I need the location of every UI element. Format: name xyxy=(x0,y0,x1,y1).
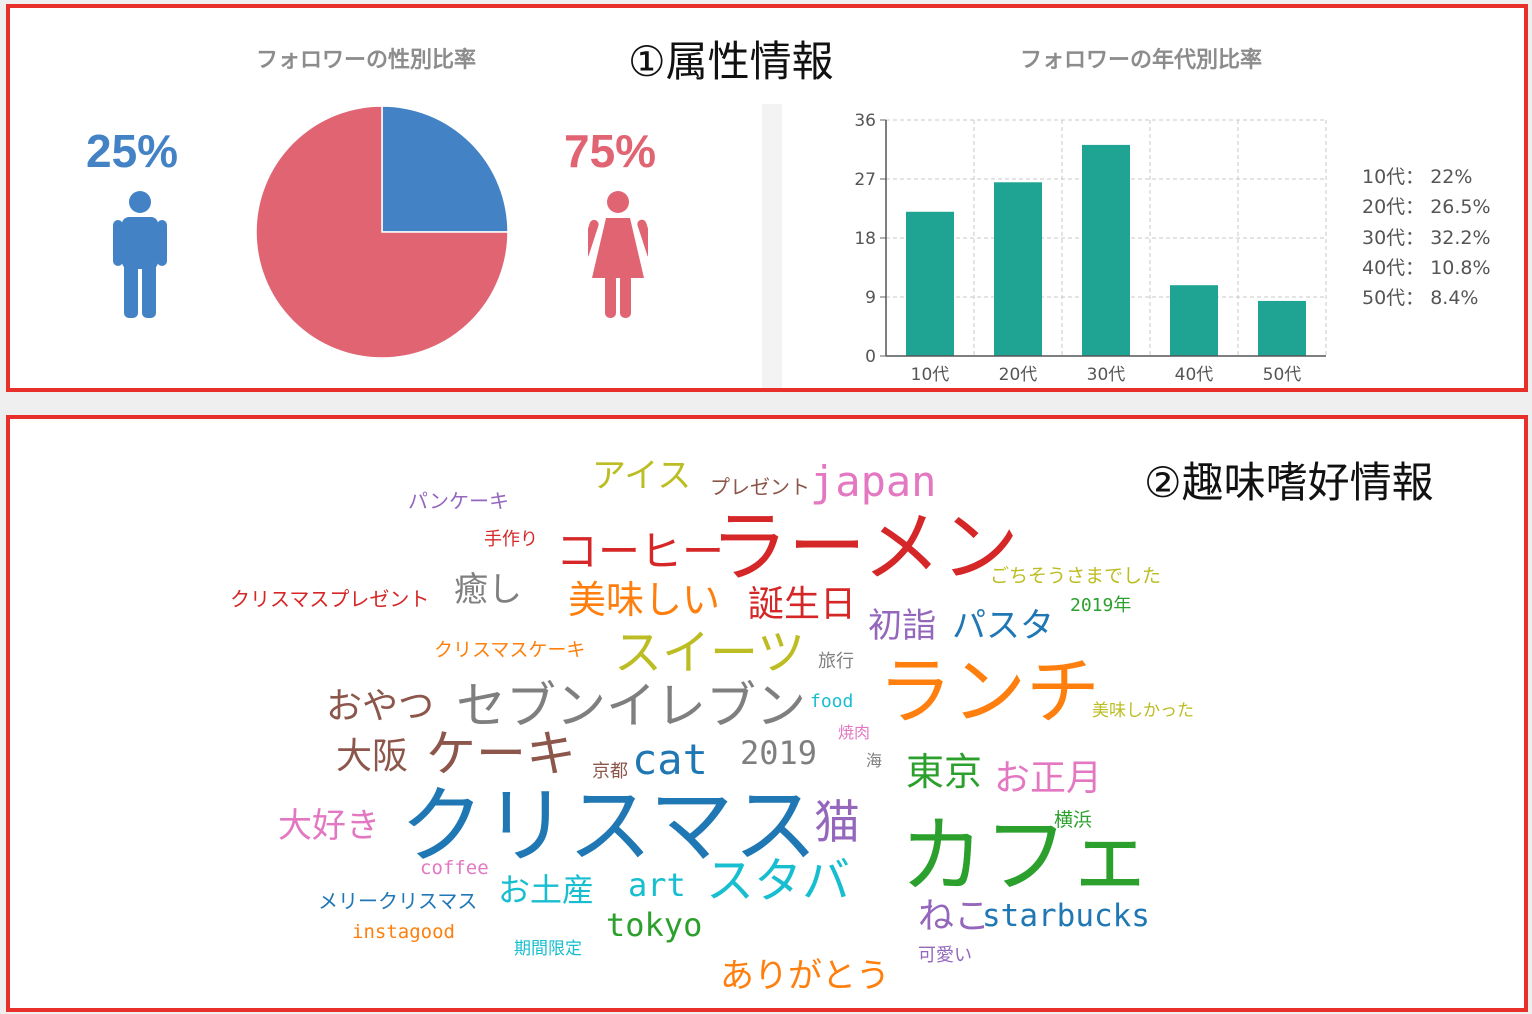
word-cloud-term: starbucks xyxy=(982,898,1150,934)
word-cloud-term: メリークリスマス xyxy=(318,889,478,913)
word-cloud-term: coffee xyxy=(420,857,489,879)
word-cloud-term: japan xyxy=(810,457,937,506)
age-chart-title: フォロワーの年代別比率 xyxy=(1020,48,1263,73)
bar-10代 xyxy=(906,211,954,356)
word-cloud-term: 東京 xyxy=(906,750,983,794)
word-cloud-term: クリスマス xyxy=(400,777,818,875)
male-person-icon xyxy=(113,191,167,318)
word-cloud-term: 焼肉 xyxy=(838,723,871,742)
y-tick-label: 0 xyxy=(865,347,876,367)
word-cloud-term: ありがとう xyxy=(720,956,890,996)
x-tick-label: 30代 xyxy=(1087,365,1126,385)
word-cloud-term: スイーツ xyxy=(614,625,806,681)
bar-50代 xyxy=(1258,300,1306,356)
legend-item: 30代： 32.2% xyxy=(1362,226,1491,249)
gender-pie-chart xyxy=(255,105,509,359)
y-tick-label: 27 xyxy=(854,170,876,190)
word-cloud-term: cat xyxy=(632,735,708,784)
word-cloud-term: 癒し xyxy=(454,570,522,610)
male-percentage: 25% xyxy=(86,125,179,177)
bar-20代 xyxy=(994,182,1042,356)
word-cloud-term: クリスマスケーキ xyxy=(434,639,586,661)
word-cloud-term: パスタ xyxy=(952,606,1054,646)
attribute-panel: フォロワーの性別比率 ①属性情報 フォロワーの年代別比率 25% 75% 0 9 1… xyxy=(6,4,1528,392)
word-cloud: ラーメンクリスマス カフェ ランチ セブンイレブン ケーキ スイーツスタバ japan コーヒ… xyxy=(10,419,1524,1008)
bar-30代 xyxy=(1082,144,1130,356)
word-cloud-term: セブンイレブン xyxy=(456,677,806,735)
word-cloud-term: プレゼント xyxy=(710,475,810,499)
word-cloud-term: スタバ xyxy=(706,853,851,909)
x-tick-label: 40代 xyxy=(1175,365,1214,385)
interest-panel: ②趣味嗜好情報 ラーメンクリスマス カフェ ランチ セブンイレブン ケーキ スイーツスタバ… xyxy=(6,415,1528,1012)
age-bar-chart: 0 9 18 27 36 10代 20代 30代 40代 50代 xyxy=(854,111,1327,385)
x-tick-label: 50代 xyxy=(1263,365,1302,385)
pie-slice-0 xyxy=(381,105,509,233)
word-cloud-term: アイス xyxy=(592,456,692,496)
word-cloud-term: ねこ xyxy=(918,896,991,937)
pie-slice-1 xyxy=(255,105,509,359)
legend-item: 20代： 26.5% xyxy=(1362,196,1491,219)
word-cloud-term: 旅行 xyxy=(818,651,854,672)
word-cloud-term: 誕生日 xyxy=(748,584,857,625)
word-cloud-term: tokyo xyxy=(606,906,703,944)
bar-40代 xyxy=(1170,285,1218,356)
word-cloud-term: ラーメン xyxy=(710,503,1019,593)
word-cloud-term: お土産 xyxy=(498,871,595,909)
word-cloud-term: 2019 xyxy=(740,734,818,772)
section2-title: ②趣味嗜好情報 xyxy=(1144,458,1434,507)
word-cloud-term: カフェ xyxy=(900,807,1153,905)
y-tick-label: 36 xyxy=(854,111,876,131)
word-cloud-term: 初詣 xyxy=(868,606,936,646)
word-cloud-term: ケーキ xyxy=(426,725,576,783)
word-cloud-term: パンケーキ xyxy=(408,489,509,513)
word-cloud-term: art xyxy=(628,866,686,904)
word-cloud-term: おやつ xyxy=(326,686,435,727)
word-cloud-term: 横浜 xyxy=(1054,809,1093,831)
female-percentage: 75% xyxy=(564,125,657,177)
gender-chart-title: フォロワーの性別比率 xyxy=(256,48,477,73)
word-cloud-term: ごちそうさまでした xyxy=(990,565,1162,587)
x-tick-label: 10代 xyxy=(911,365,950,385)
word-cloud-term: 美味しい xyxy=(568,578,721,622)
section1-title: ①属性情報 xyxy=(628,37,834,86)
word-cloud-term: 大阪 xyxy=(336,736,409,777)
legend-item: 10代： 22% xyxy=(1362,166,1473,188)
word-cloud-term: instagood xyxy=(352,921,455,943)
word-cloud-term: 美味しかった xyxy=(1092,701,1194,721)
word-cloud-term: 猫 xyxy=(814,795,860,849)
y-tick-label: 18 xyxy=(854,229,876,249)
word-cloud-term: お正月 xyxy=(994,758,1103,799)
word-cloud-term: 京都 xyxy=(592,761,628,782)
word-cloud-term: 海 xyxy=(866,751,883,770)
word-cloud-term: 手作り xyxy=(484,529,538,550)
word-cloud-term: 2019年 xyxy=(1070,595,1132,616)
legend-item: 50代： 8.4% xyxy=(1362,287,1479,310)
y-tick-label: 9 xyxy=(865,288,876,308)
word-cloud-term: ランチ xyxy=(878,649,1100,735)
female-person-icon xyxy=(588,191,648,318)
word-cloud-term: 期間限定 xyxy=(514,939,582,959)
word-cloud-term: コーヒー xyxy=(556,527,725,576)
x-tick-label: 20代 xyxy=(999,365,1038,385)
word-cloud-term: 大好き xyxy=(278,806,380,846)
legend-item: 40代： 10.8% xyxy=(1362,256,1491,279)
age-legend: 10代： 22% 20代： 26.5% 30代： 32.2% 40代： 10.8… xyxy=(1362,162,1491,313)
word-cloud-term: 可愛い xyxy=(918,945,972,966)
word-cloud-term: food xyxy=(810,691,854,712)
word-cloud-term: クリスマスプレゼント xyxy=(230,587,430,611)
